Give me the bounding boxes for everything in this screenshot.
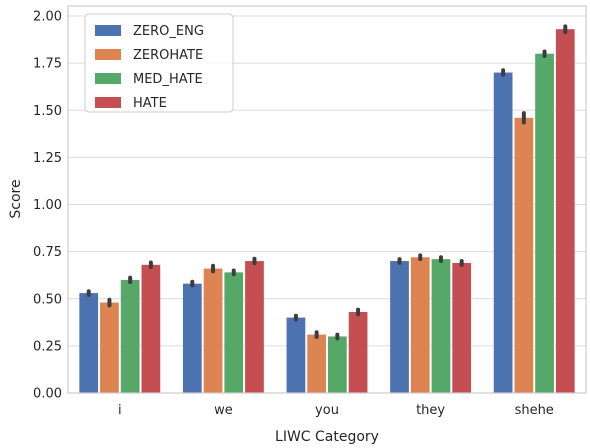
bar-zero-eng-they — [390, 261, 409, 393]
legend-swatch — [95, 25, 121, 36]
y-tick-label: 0.50 — [33, 292, 62, 307]
bar-hate-we — [245, 261, 264, 393]
y-tick-label: 0.25 — [33, 339, 62, 354]
legend-label: ZEROHATE — [133, 48, 203, 63]
bar-hate-you — [348, 311, 368, 393]
legend-swatch — [95, 73, 121, 84]
y-tick-label: 1.75 — [33, 57, 62, 72]
y-tick-label: 1.25 — [33, 151, 62, 166]
bar-zero-eng-shehe — [493, 72, 513, 394]
plot-frame — [67, 5, 587, 394]
legend-label: HATE — [133, 96, 167, 111]
x-axis-title: LIWC Category — [275, 429, 379, 445]
y-axis-title: Score — [8, 179, 24, 218]
x-tick-label: we — [214, 403, 233, 418]
x-tick-label: shehe — [515, 403, 554, 418]
bar-med-hate-you — [328, 336, 347, 393]
axes-spines — [67, 5, 587, 394]
legend-swatch — [95, 97, 121, 108]
y-tick-label: 1.00 — [33, 198, 62, 213]
bar-zerohate-shehe — [514, 117, 534, 393]
bar-med-hate-i — [120, 279, 140, 393]
x-tick-label: i — [118, 403, 122, 418]
bar-zero-eng-you — [286, 317, 306, 393]
bar-hate-they — [452, 262, 472, 393]
bar-zerohate-they — [410, 257, 430, 393]
y-tick-label: 0.00 — [33, 387, 62, 402]
legend-swatch — [95, 49, 121, 60]
bar-hate-shehe — [555, 29, 575, 393]
legend-label: ZERO_ENG — [133, 24, 204, 39]
bar-med-hate-we — [224, 272, 244, 393]
bar-med-hate-they — [431, 259, 451, 393]
error-bars — [86, 24, 568, 341]
bar-zerohate-you — [307, 334, 326, 393]
legend-box — [84, 13, 234, 113]
y-tick-label: 0.75 — [33, 245, 62, 260]
x-tick-labels: i we you they shehe — [118, 403, 554, 418]
bar-zero-eng-we — [182, 283, 202, 393]
bars — [79, 29, 575, 394]
bar-zerohate-we — [203, 268, 223, 393]
bar-zero-eng-i — [79, 293, 99, 393]
legend: ZERO_ENG ZEROHATE MED_HATE HATE — [84, 13, 234, 113]
x-tick-label: you — [315, 403, 339, 418]
bar-zerohate-i — [100, 302, 119, 393]
y-tick-labels: 0.00 0.25 0.50 0.75 1.00 1.25 1.50 1.75 2.00 — [33, 10, 62, 402]
legend-label: MED_HATE — [133, 72, 203, 87]
x-tick-label: they — [416, 403, 445, 418]
bar-hate-i — [141, 264, 161, 393]
y-tick-label: 1.50 — [33, 104, 62, 119]
bar-med-hate-shehe — [535, 53, 554, 393]
y-tick-label: 2.00 — [33, 10, 62, 25]
